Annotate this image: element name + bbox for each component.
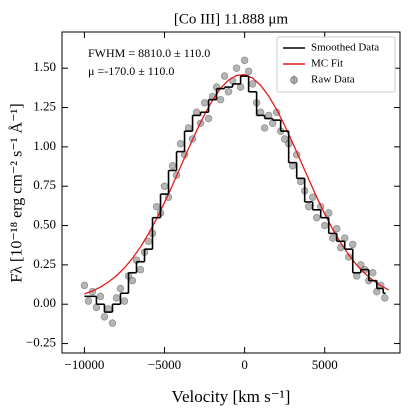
x-tick-label: 0 [241,357,248,372]
raw-point [96,292,105,301]
y-axis-label: Fλ [10⁻¹⁸ erg cm⁻² s⁻¹ Å⁻¹] [8,103,26,282]
raw-point [84,297,93,305]
y-tick-label: 0.00 [33,295,56,310]
raw-point [176,140,185,148]
raw-point [381,294,389,302]
raw-point [349,240,357,249]
raw-point [152,202,161,211]
raw-point [329,234,337,242]
raw-point [220,72,229,80]
raw-point [333,224,341,233]
chart-title: [Co III] 11.888 μm [174,11,288,27]
raw-point [304,202,313,211]
y-tick-label: 0.25 [33,256,56,271]
y-tick-label: 0.50 [33,217,56,232]
raw-point [116,284,125,293]
raw-point [136,265,145,274]
y-tick-label: 1.25 [33,99,56,114]
x-tick-label: −5000 [148,357,181,372]
y-tick-label: 1.00 [33,138,56,153]
y-tick-label: 1.50 [33,59,56,74]
raw-point [232,64,241,72]
y-tick-label: −0.25 [26,335,56,350]
x-axis-label: Velocity [km s⁻¹] [172,387,291,406]
axes-frame [61,31,401,354]
raw-point [321,221,329,230]
step-riser [95,76,384,313]
x-tick-label: −10000 [65,357,105,372]
x-tick-label: 5000 [312,357,338,372]
raw-point [108,319,117,327]
legend-box [276,36,396,93]
y-tick-label: 0.75 [33,177,56,192]
raw-point [369,269,377,277]
raw-point [120,297,129,305]
legend-label: MC Fit [311,58,343,70]
raw-point [200,99,209,107]
annotation: μ =-170.0 ± 110.0 [88,64,174,78]
raw-point [216,95,225,104]
raw-point [260,124,269,132]
plot-area [80,56,390,327]
raw-point [160,182,169,190]
legend-label: Smoothed Data [311,42,379,54]
legend-label: Raw Data [311,74,355,86]
fit-line [84,73,390,295]
raw-point [224,88,233,96]
raw-point [240,56,249,65]
raw-point [168,162,177,170]
raw-point [248,80,257,88]
legend-marker [290,76,298,84]
raw-point [325,209,333,217]
raw-point [244,67,253,76]
raw-point [128,276,137,285]
raw-point [313,213,321,222]
annotation: FWHM = 8810.0 ± 110.0 [88,46,210,60]
raw-point [112,294,121,302]
raw-point [204,114,213,123]
raw-point [100,313,109,321]
raw-point [337,243,345,252]
raw-point [80,281,89,290]
